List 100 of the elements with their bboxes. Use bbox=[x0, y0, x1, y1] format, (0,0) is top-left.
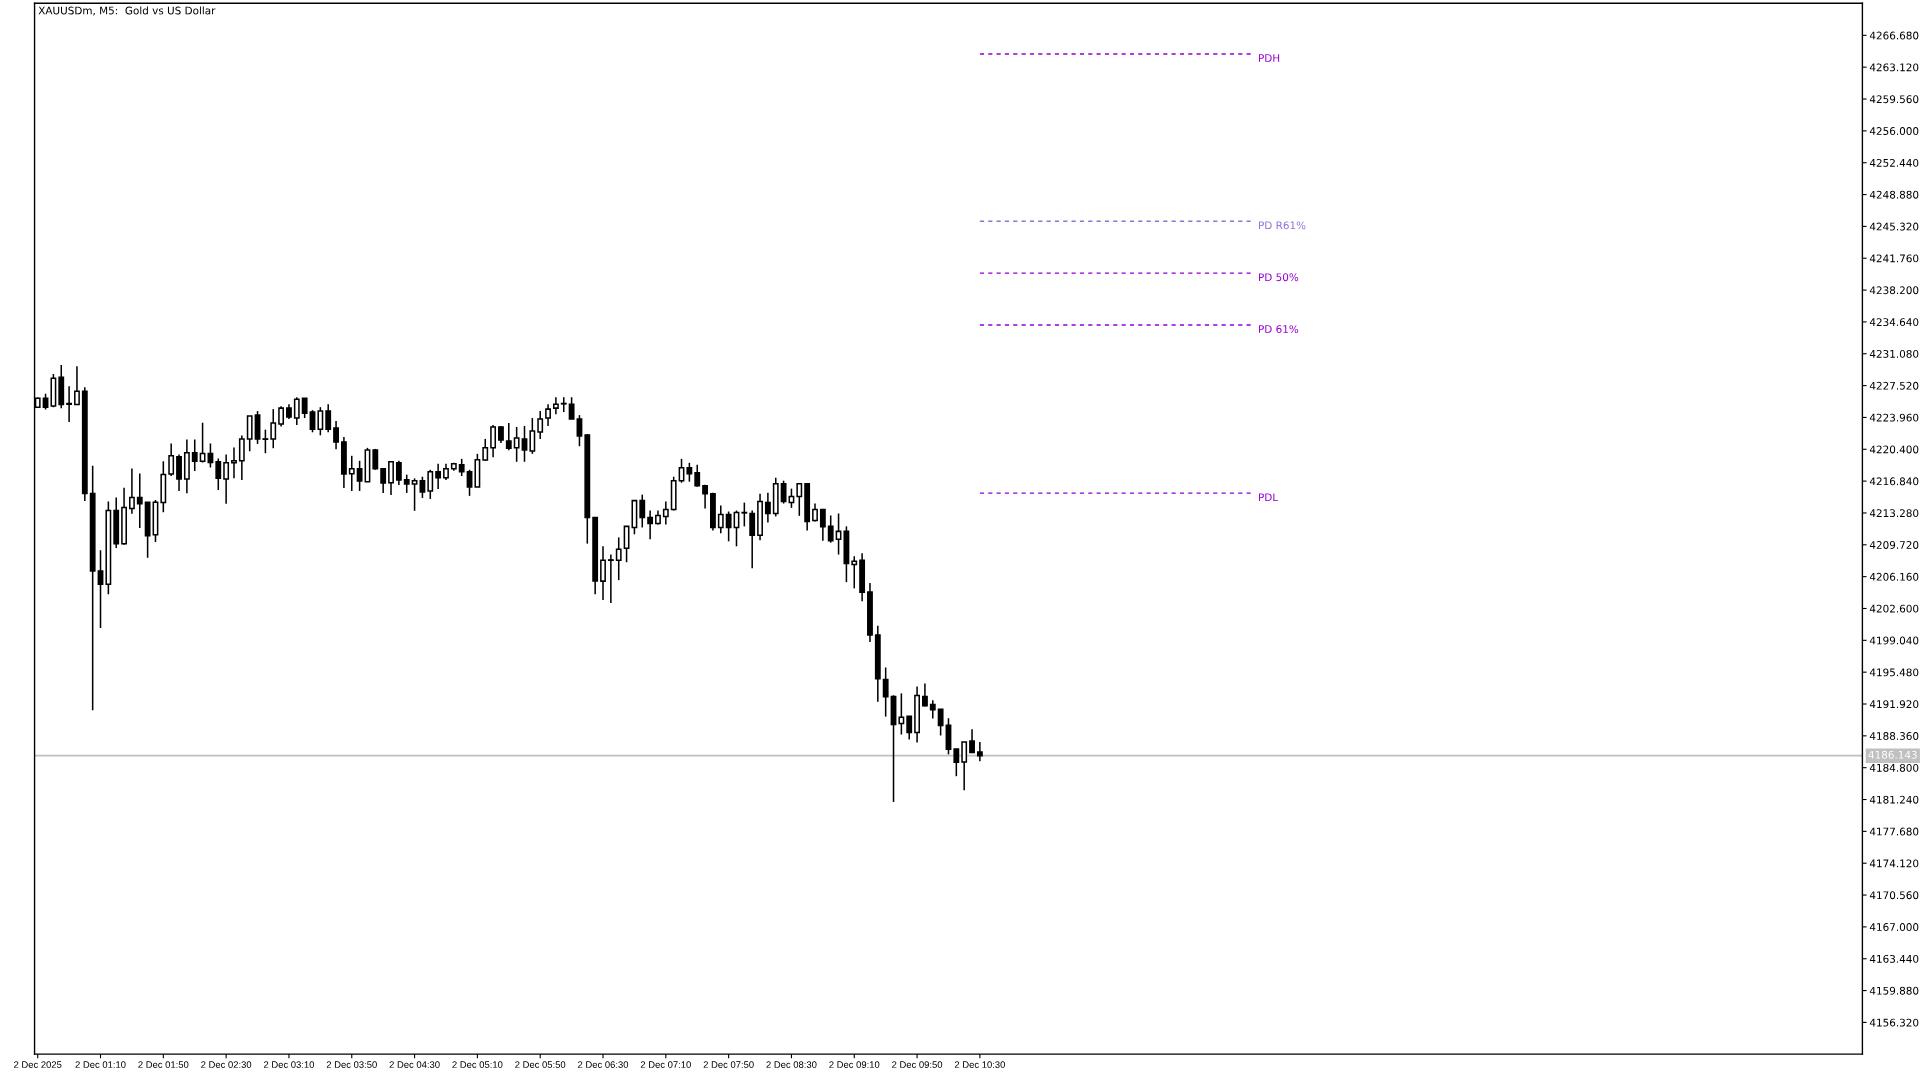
candlestick bbox=[639, 493, 646, 529]
x-tick-label: 2 Dec 09:50 bbox=[892, 1061, 943, 1068]
candlestick bbox=[898, 692, 905, 736]
x-tick-label: 2 Dec 07:50 bbox=[703, 1061, 754, 1068]
candlestick bbox=[191, 438, 198, 472]
candlestick bbox=[403, 473, 410, 494]
candlestick bbox=[74, 365, 80, 406]
x-tick-label: 2 Dec 05:50 bbox=[515, 1061, 566, 1068]
candlestick bbox=[411, 477, 418, 512]
candlestick bbox=[780, 479, 787, 505]
y-tick-label: 4202.600 bbox=[1869, 604, 1919, 613]
candlestick bbox=[301, 397, 308, 419]
candlestick bbox=[66, 385, 73, 423]
candlestick bbox=[725, 510, 732, 543]
candlestick bbox=[419, 475, 426, 499]
x-tick-label: 2 Dec 03:50 bbox=[326, 1061, 377, 1068]
candlestick bbox=[176, 453, 182, 492]
candlestick bbox=[246, 415, 253, 452]
x-tick-label: 2 Dec 01:50 bbox=[138, 1061, 189, 1068]
y-tick-label: 4259.560 bbox=[1869, 95, 1919, 104]
y-tick-label: 4195.480 bbox=[1869, 668, 1919, 677]
candlestick bbox=[136, 472, 143, 529]
y-tick-label: 4216.840 bbox=[1869, 477, 1919, 486]
y-tick-label: 4174.120 bbox=[1869, 859, 1919, 868]
candlestick bbox=[717, 504, 724, 535]
candlestick bbox=[223, 453, 230, 505]
y-tick-label: 4220.400 bbox=[1869, 445, 1919, 454]
candlestick bbox=[231, 446, 237, 480]
y-tick-label: 4223.960 bbox=[1869, 413, 1919, 422]
y-tick-label: 4167.000 bbox=[1869, 923, 1919, 931]
y-tick-label: 4163.440 bbox=[1869, 954, 1919, 963]
series-label: PD 61% bbox=[1259, 325, 1299, 334]
candlestick bbox=[694, 464, 701, 488]
candlestick bbox=[741, 501, 748, 528]
candlestick bbox=[929, 699, 936, 720]
candlestick bbox=[749, 509, 756, 569]
y-tick-label: 4245.320 bbox=[1869, 222, 1919, 231]
candlestick bbox=[607, 553, 614, 604]
y-tick-label: 4206.160 bbox=[1869, 572, 1919, 581]
y-tick-label: 4248.880 bbox=[1869, 190, 1919, 199]
candlestick bbox=[686, 462, 693, 483]
candlestick bbox=[969, 728, 975, 754]
y-tick-label: 4209.720 bbox=[1869, 541, 1919, 549]
y-tick-label: 4227.520 bbox=[1869, 381, 1919, 390]
x-tick-label: 2 Dec 04:30 bbox=[389, 1061, 440, 1068]
candlestick bbox=[435, 463, 442, 490]
ref-line-label: 4186.143 bbox=[1868, 750, 1917, 759]
candlestick bbox=[600, 545, 606, 601]
candlestick bbox=[529, 417, 536, 455]
candlestick bbox=[238, 434, 245, 481]
y-tick-label: 4156.320 bbox=[1869, 1018, 1919, 1027]
x-tick-label: 2 Dec 09:10 bbox=[829, 1061, 880, 1068]
x-tick-label: 2 Dec 10:30 bbox=[954, 1061, 1005, 1068]
chart-title: XAUUSDm, M5: Gold vs US Dollar bbox=[38, 6, 216, 16]
y-tick-label: 4188.360 bbox=[1869, 732, 1919, 740]
y-tick-label: 4234.640 bbox=[1869, 318, 1919, 327]
candlestick bbox=[827, 514, 834, 544]
x-tick-label: 2 Dec 05:10 bbox=[452, 1061, 503, 1068]
y-tick-label: 4238.200 bbox=[1869, 286, 1919, 295]
candlestick bbox=[882, 666, 889, 718]
candlestick bbox=[906, 715, 913, 741]
candlestick bbox=[128, 467, 135, 515]
candlestick bbox=[262, 428, 269, 454]
y-tick-label: 4263.120 bbox=[1869, 63, 1919, 72]
candlestick bbox=[576, 414, 583, 448]
candlestick bbox=[764, 491, 771, 524]
y-tick-label: 4213.280 bbox=[1869, 509, 1919, 518]
candlestick bbox=[278, 405, 285, 428]
candlestick bbox=[615, 536, 622, 581]
y-tick-label: 4191.920 bbox=[1869, 700, 1919, 709]
series-label: PD 50% bbox=[1259, 273, 1299, 282]
y-tick-label: 4177.680 bbox=[1869, 827, 1919, 836]
x-tick-label: 2 Dec 2025 bbox=[14, 1061, 62, 1068]
x-tick-label: 2 Dec 03:10 bbox=[263, 1061, 315, 1068]
candlestick bbox=[215, 457, 222, 491]
x-tick-label: 2 Dec 08:30 bbox=[766, 1061, 817, 1068]
candlestick bbox=[348, 455, 355, 492]
candlestick bbox=[333, 420, 339, 450]
candlestick bbox=[819, 508, 826, 542]
y-tick-label: 4256.000 bbox=[1869, 127, 1919, 135]
candlestick bbox=[427, 468, 434, 500]
y-tick-label: 4266.680 bbox=[1869, 31, 1919, 40]
candlestick bbox=[325, 403, 332, 434]
y-tick-label: 4231.080 bbox=[1869, 349, 1919, 358]
y-tick-label: 4241.760 bbox=[1869, 254, 1919, 263]
y-tick-label: 4159.880 bbox=[1869, 986, 1919, 995]
candlestick bbox=[560, 396, 567, 413]
x-tick-label: 2 Dec 07:10 bbox=[640, 1061, 691, 1068]
candlestick bbox=[513, 426, 520, 463]
x-tick-label: 2 Dec 06:30 bbox=[578, 1061, 629, 1068]
candlestick bbox=[537, 410, 544, 440]
candlestick bbox=[647, 509, 654, 541]
series-label: PD R61% bbox=[1259, 221, 1306, 230]
y-tick-label: 4252.440 bbox=[1869, 158, 1919, 167]
candlestick bbox=[505, 422, 512, 451]
candlestick bbox=[937, 708, 944, 737]
candlestick bbox=[568, 396, 575, 420]
candlestick bbox=[662, 500, 669, 526]
candlestick bbox=[317, 406, 324, 437]
candlestick bbox=[293, 396, 300, 426]
